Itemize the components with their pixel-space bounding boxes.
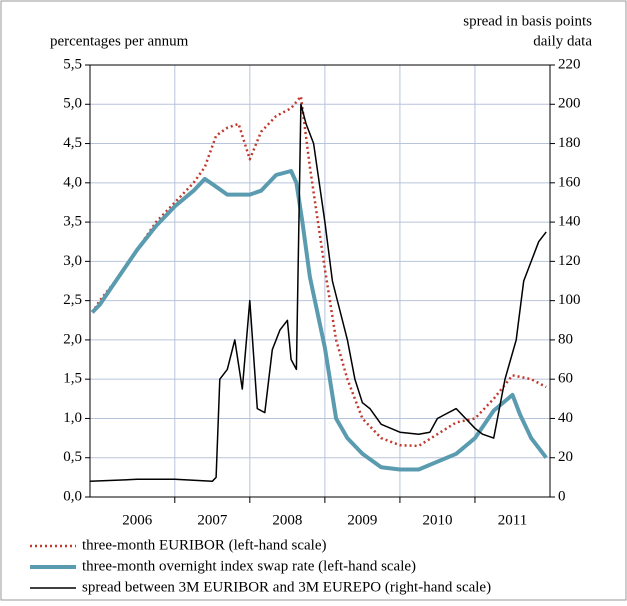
y2-tick-label: 60 bbox=[558, 371, 573, 387]
y2-tick-label: 120 bbox=[558, 253, 581, 269]
legend-label: spread between 3M EURIBOR and 3M EUREPO … bbox=[82, 579, 491, 595]
series-line bbox=[90, 169, 548, 472]
plot-area bbox=[89, 64, 551, 498]
y-tick-label: 2,0 bbox=[63, 331, 82, 347]
y-axis-title: percentages per annum bbox=[50, 33, 189, 49]
x-tick-label: 2010 bbox=[422, 512, 452, 528]
y-tick-label: 1,0 bbox=[63, 410, 82, 426]
y2-tick-label: 80 bbox=[558, 331, 573, 347]
y-tick-label: 0,0 bbox=[63, 488, 82, 504]
y2-tick-label: 140 bbox=[558, 214, 581, 230]
y2-axis-title: daily data bbox=[533, 33, 592, 49]
y-tick-label: 3,5 bbox=[63, 214, 82, 230]
y-tick-label: 5,0 bbox=[63, 96, 82, 112]
y-tick-label: 3,0 bbox=[63, 253, 82, 269]
y-tick-label: 1,5 bbox=[63, 371, 82, 387]
y2-axis-title: spread in basis points bbox=[463, 13, 592, 29]
y-tick-label: 0,5 bbox=[63, 449, 82, 465]
y2-tick-label: 180 bbox=[558, 135, 581, 151]
y2-tick-label: 0 bbox=[558, 488, 566, 504]
legend-label: three-month overnight index swap rate (l… bbox=[82, 558, 416, 574]
x-tick-label: 2006 bbox=[122, 512, 153, 528]
y2-tick-label: 20 bbox=[558, 449, 573, 465]
series-line bbox=[89, 103, 547, 483]
y2-tick-label: 220 bbox=[558, 56, 581, 72]
y-tick-label: 2,5 bbox=[63, 292, 82, 308]
series-line bbox=[91, 95, 547, 448]
x-tick-label: 2011 bbox=[498, 512, 527, 528]
x-tick-label: 2008 bbox=[272, 512, 302, 528]
x-tick-label: 2009 bbox=[347, 512, 377, 528]
y-tick-label: 4,5 bbox=[63, 135, 82, 151]
y2-tick-label: 160 bbox=[558, 174, 581, 190]
y-tick-label: 4,0 bbox=[63, 174, 82, 190]
y2-tick-label: 200 bbox=[558, 96, 581, 112]
x-tick-label: 2007 bbox=[197, 512, 228, 528]
y2-tick-label: 40 bbox=[558, 410, 573, 426]
legend-label: three-month EURIBOR (left-hand scale) bbox=[82, 537, 327, 553]
y-tick-label: 5,5 bbox=[63, 56, 82, 72]
y2-tick-label: 100 bbox=[558, 292, 581, 308]
